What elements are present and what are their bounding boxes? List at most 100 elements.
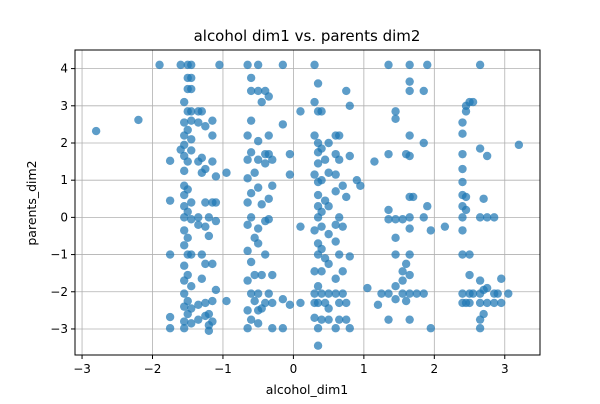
data-point [356, 181, 365, 190]
data-point [91, 126, 101, 136]
data-point [401, 259, 411, 269]
data-point [261, 159, 270, 168]
data-points [91, 60, 524, 350]
data-point [384, 215, 393, 224]
data-point [246, 257, 256, 267]
data-point [475, 144, 485, 153]
data-point [264, 289, 273, 298]
data-point [468, 97, 478, 107]
data-point [331, 187, 340, 196]
data-point [475, 298, 485, 308]
x-tick-label: 3 [501, 362, 509, 376]
data-point [320, 155, 330, 164]
data-point [197, 274, 207, 283]
data-point [268, 181, 277, 190]
data-point [384, 289, 393, 298]
data-point [310, 97, 319, 107]
data-point [187, 146, 196, 155]
data-point [405, 131, 414, 140]
data-point [197, 107, 207, 116]
data-point [475, 213, 485, 222]
data-point [211, 216, 221, 226]
data-point [180, 289, 189, 298]
data-point [246, 148, 256, 157]
data-point [183, 125, 192, 135]
data-point [253, 319, 263, 328]
data-point [204, 309, 214, 319]
data-point [458, 149, 467, 159]
data-point [253, 136, 263, 146]
data-point [187, 84, 196, 94]
data-point [324, 202, 333, 211]
data-point [317, 267, 326, 276]
data-point [243, 131, 252, 140]
data-point [338, 289, 347, 298]
data-point [331, 274, 340, 283]
data-point [211, 285, 221, 295]
data-point [253, 60, 263, 70]
data-point [497, 298, 506, 308]
data-point [461, 205, 471, 215]
data-point [243, 220, 252, 230]
data-point [183, 185, 192, 194]
data-point [317, 289, 326, 298]
data-point [165, 156, 175, 166]
data-point [268, 324, 277, 333]
data-point [204, 231, 214, 241]
data-point [194, 300, 203, 309]
data-point [331, 220, 340, 230]
data-point [419, 289, 428, 298]
data-point [285, 170, 295, 179]
data-point [335, 155, 344, 164]
data-point [222, 168, 231, 177]
data-point [479, 194, 488, 203]
data-point [405, 77, 414, 86]
data-point [335, 250, 344, 259]
data-point [426, 324, 435, 333]
data-point [310, 131, 319, 140]
data-point [253, 155, 263, 164]
data-point [405, 289, 414, 298]
data-point [243, 306, 252, 315]
data-point [317, 175, 326, 185]
data-point [208, 296, 217, 306]
data-point [183, 157, 192, 166]
data-point [398, 276, 407, 285]
data-point [405, 151, 414, 161]
data-point [458, 226, 467, 235]
x-tick-label: 2 [430, 362, 438, 376]
data-point [250, 296, 259, 306]
data-point [345, 101, 354, 110]
data-point [317, 222, 326, 231]
data-point [468, 289, 478, 298]
data-point [222, 296, 231, 306]
data-point [384, 205, 393, 215]
y-tick-label: 4 [60, 62, 68, 76]
data-point [497, 274, 506, 283]
data-point [187, 304, 196, 313]
y-tick-label: 1 [60, 173, 68, 187]
data-point [285, 300, 295, 309]
data-point [253, 86, 263, 96]
data-point [313, 298, 323, 308]
x-tick-label: −2 [144, 362, 162, 376]
data-point [490, 213, 499, 222]
data-point [370, 157, 379, 166]
data-point [194, 118, 203, 127]
data-point [324, 289, 333, 298]
data-point [201, 122, 210, 131]
data-point [475, 60, 485, 70]
y-tick-label: 3 [60, 99, 68, 113]
data-point [324, 304, 333, 313]
data-point [187, 250, 196, 259]
data-point [335, 298, 344, 308]
data-point [250, 168, 259, 177]
data-point [475, 324, 485, 333]
data-point [278, 60, 288, 70]
data-point [493, 289, 502, 298]
data-point [345, 252, 354, 261]
data-point [250, 270, 259, 280]
data-point [338, 181, 347, 190]
